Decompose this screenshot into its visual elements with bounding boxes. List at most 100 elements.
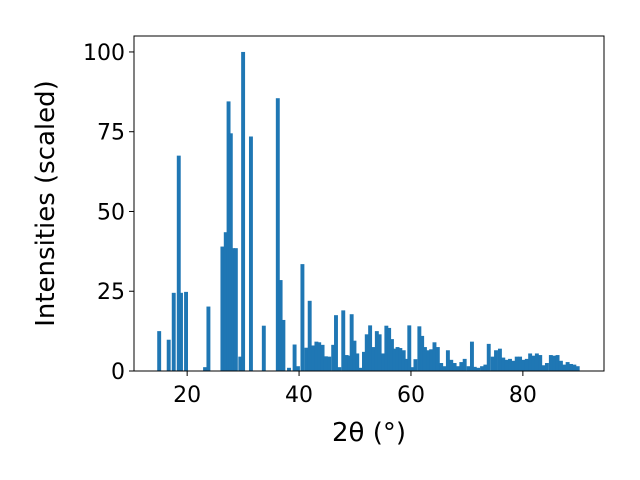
bar bbox=[349, 314, 354, 371]
bar bbox=[233, 248, 238, 371]
bar bbox=[407, 325, 412, 371]
y-tick-label: 25 bbox=[97, 280, 125, 305]
bar bbox=[392, 348, 397, 371]
bar bbox=[469, 341, 474, 371]
bar bbox=[278, 280, 283, 371]
x-axis-label: 2θ (°) bbox=[332, 418, 406, 448]
bar bbox=[347, 355, 352, 371]
bar bbox=[300, 264, 305, 371]
bar bbox=[341, 310, 346, 371]
bar bbox=[248, 136, 253, 371]
bar bbox=[228, 133, 233, 371]
bar bbox=[445, 350, 450, 371]
bar bbox=[426, 350, 431, 371]
bars-group bbox=[157, 51, 580, 372]
bar bbox=[241, 51, 246, 371]
bar bbox=[362, 351, 366, 371]
bar bbox=[364, 334, 369, 371]
y-tick-label: 100 bbox=[83, 41, 125, 66]
bar bbox=[401, 350, 406, 371]
bar bbox=[311, 345, 316, 371]
bar bbox=[442, 366, 447, 371]
bar bbox=[166, 339, 171, 371]
bar bbox=[206, 306, 211, 371]
bar bbox=[368, 325, 373, 371]
bar bbox=[352, 340, 357, 371]
bar bbox=[287, 367, 291, 371]
bar bbox=[435, 347, 440, 371]
bar bbox=[565, 362, 570, 371]
bar bbox=[292, 344, 297, 371]
bar bbox=[531, 355, 536, 371]
bar bbox=[514, 356, 519, 371]
bar bbox=[462, 358, 467, 371]
bar bbox=[410, 367, 415, 371]
bar bbox=[355, 353, 360, 371]
bar bbox=[548, 355, 553, 371]
bar bbox=[320, 344, 325, 371]
bar bbox=[504, 359, 509, 371]
bar bbox=[459, 362, 464, 371]
bar bbox=[171, 292, 176, 371]
bar bbox=[371, 347, 376, 371]
y-tick-label: 50 bbox=[97, 200, 125, 225]
bar bbox=[521, 359, 526, 371]
y-axis-label: Intensities (scaled) bbox=[31, 80, 61, 327]
bar bbox=[422, 347, 427, 371]
x-tick-label: 60 bbox=[397, 383, 425, 408]
bar bbox=[569, 363, 573, 371]
bar bbox=[544, 363, 549, 371]
bar bbox=[511, 360, 516, 371]
bar bbox=[432, 342, 437, 371]
bar bbox=[439, 363, 444, 371]
bar bbox=[238, 356, 243, 371]
bar bbox=[317, 342, 322, 371]
bar bbox=[374, 331, 379, 371]
bar bbox=[404, 358, 409, 371]
bar bbox=[456, 366, 460, 371]
bar bbox=[524, 358, 529, 371]
x-tick-label: 40 bbox=[285, 383, 313, 408]
bar bbox=[398, 348, 403, 371]
bar bbox=[157, 331, 162, 371]
bar bbox=[483, 364, 488, 371]
bar bbox=[223, 232, 228, 371]
bar bbox=[452, 363, 457, 371]
bar bbox=[377, 334, 382, 371]
bar bbox=[261, 325, 266, 371]
bar bbox=[508, 358, 512, 371]
bar bbox=[179, 292, 183, 371]
y-tick-label: 75 bbox=[97, 121, 125, 146]
bar bbox=[176, 155, 181, 371]
bar bbox=[486, 343, 491, 371]
bar bbox=[534, 353, 539, 371]
bar bbox=[449, 359, 454, 371]
bar bbox=[358, 367, 363, 371]
x-tick-label: 80 bbox=[509, 383, 537, 408]
bar bbox=[387, 327, 392, 371]
bar bbox=[420, 335, 425, 371]
bar bbox=[558, 360, 563, 371]
bar bbox=[575, 366, 580, 371]
bar bbox=[281, 319, 286, 371]
bar bbox=[538, 355, 543, 371]
bar bbox=[528, 353, 533, 371]
bar bbox=[413, 359, 418, 371]
bar bbox=[417, 326, 422, 371]
y-tick-label: 0 bbox=[111, 360, 125, 385]
bar bbox=[323, 356, 328, 371]
bar bbox=[494, 350, 498, 371]
bar bbox=[501, 357, 506, 371]
bar bbox=[490, 356, 495, 371]
bar bbox=[541, 365, 546, 371]
x-tick-label: 20 bbox=[173, 383, 201, 408]
bar bbox=[472, 366, 477, 371]
bar bbox=[552, 355, 557, 371]
bar bbox=[226, 101, 231, 372]
bar bbox=[327, 356, 332, 371]
bar bbox=[384, 325, 389, 371]
bar bbox=[331, 344, 336, 371]
bar bbox=[572, 364, 577, 371]
bar bbox=[429, 349, 434, 371]
